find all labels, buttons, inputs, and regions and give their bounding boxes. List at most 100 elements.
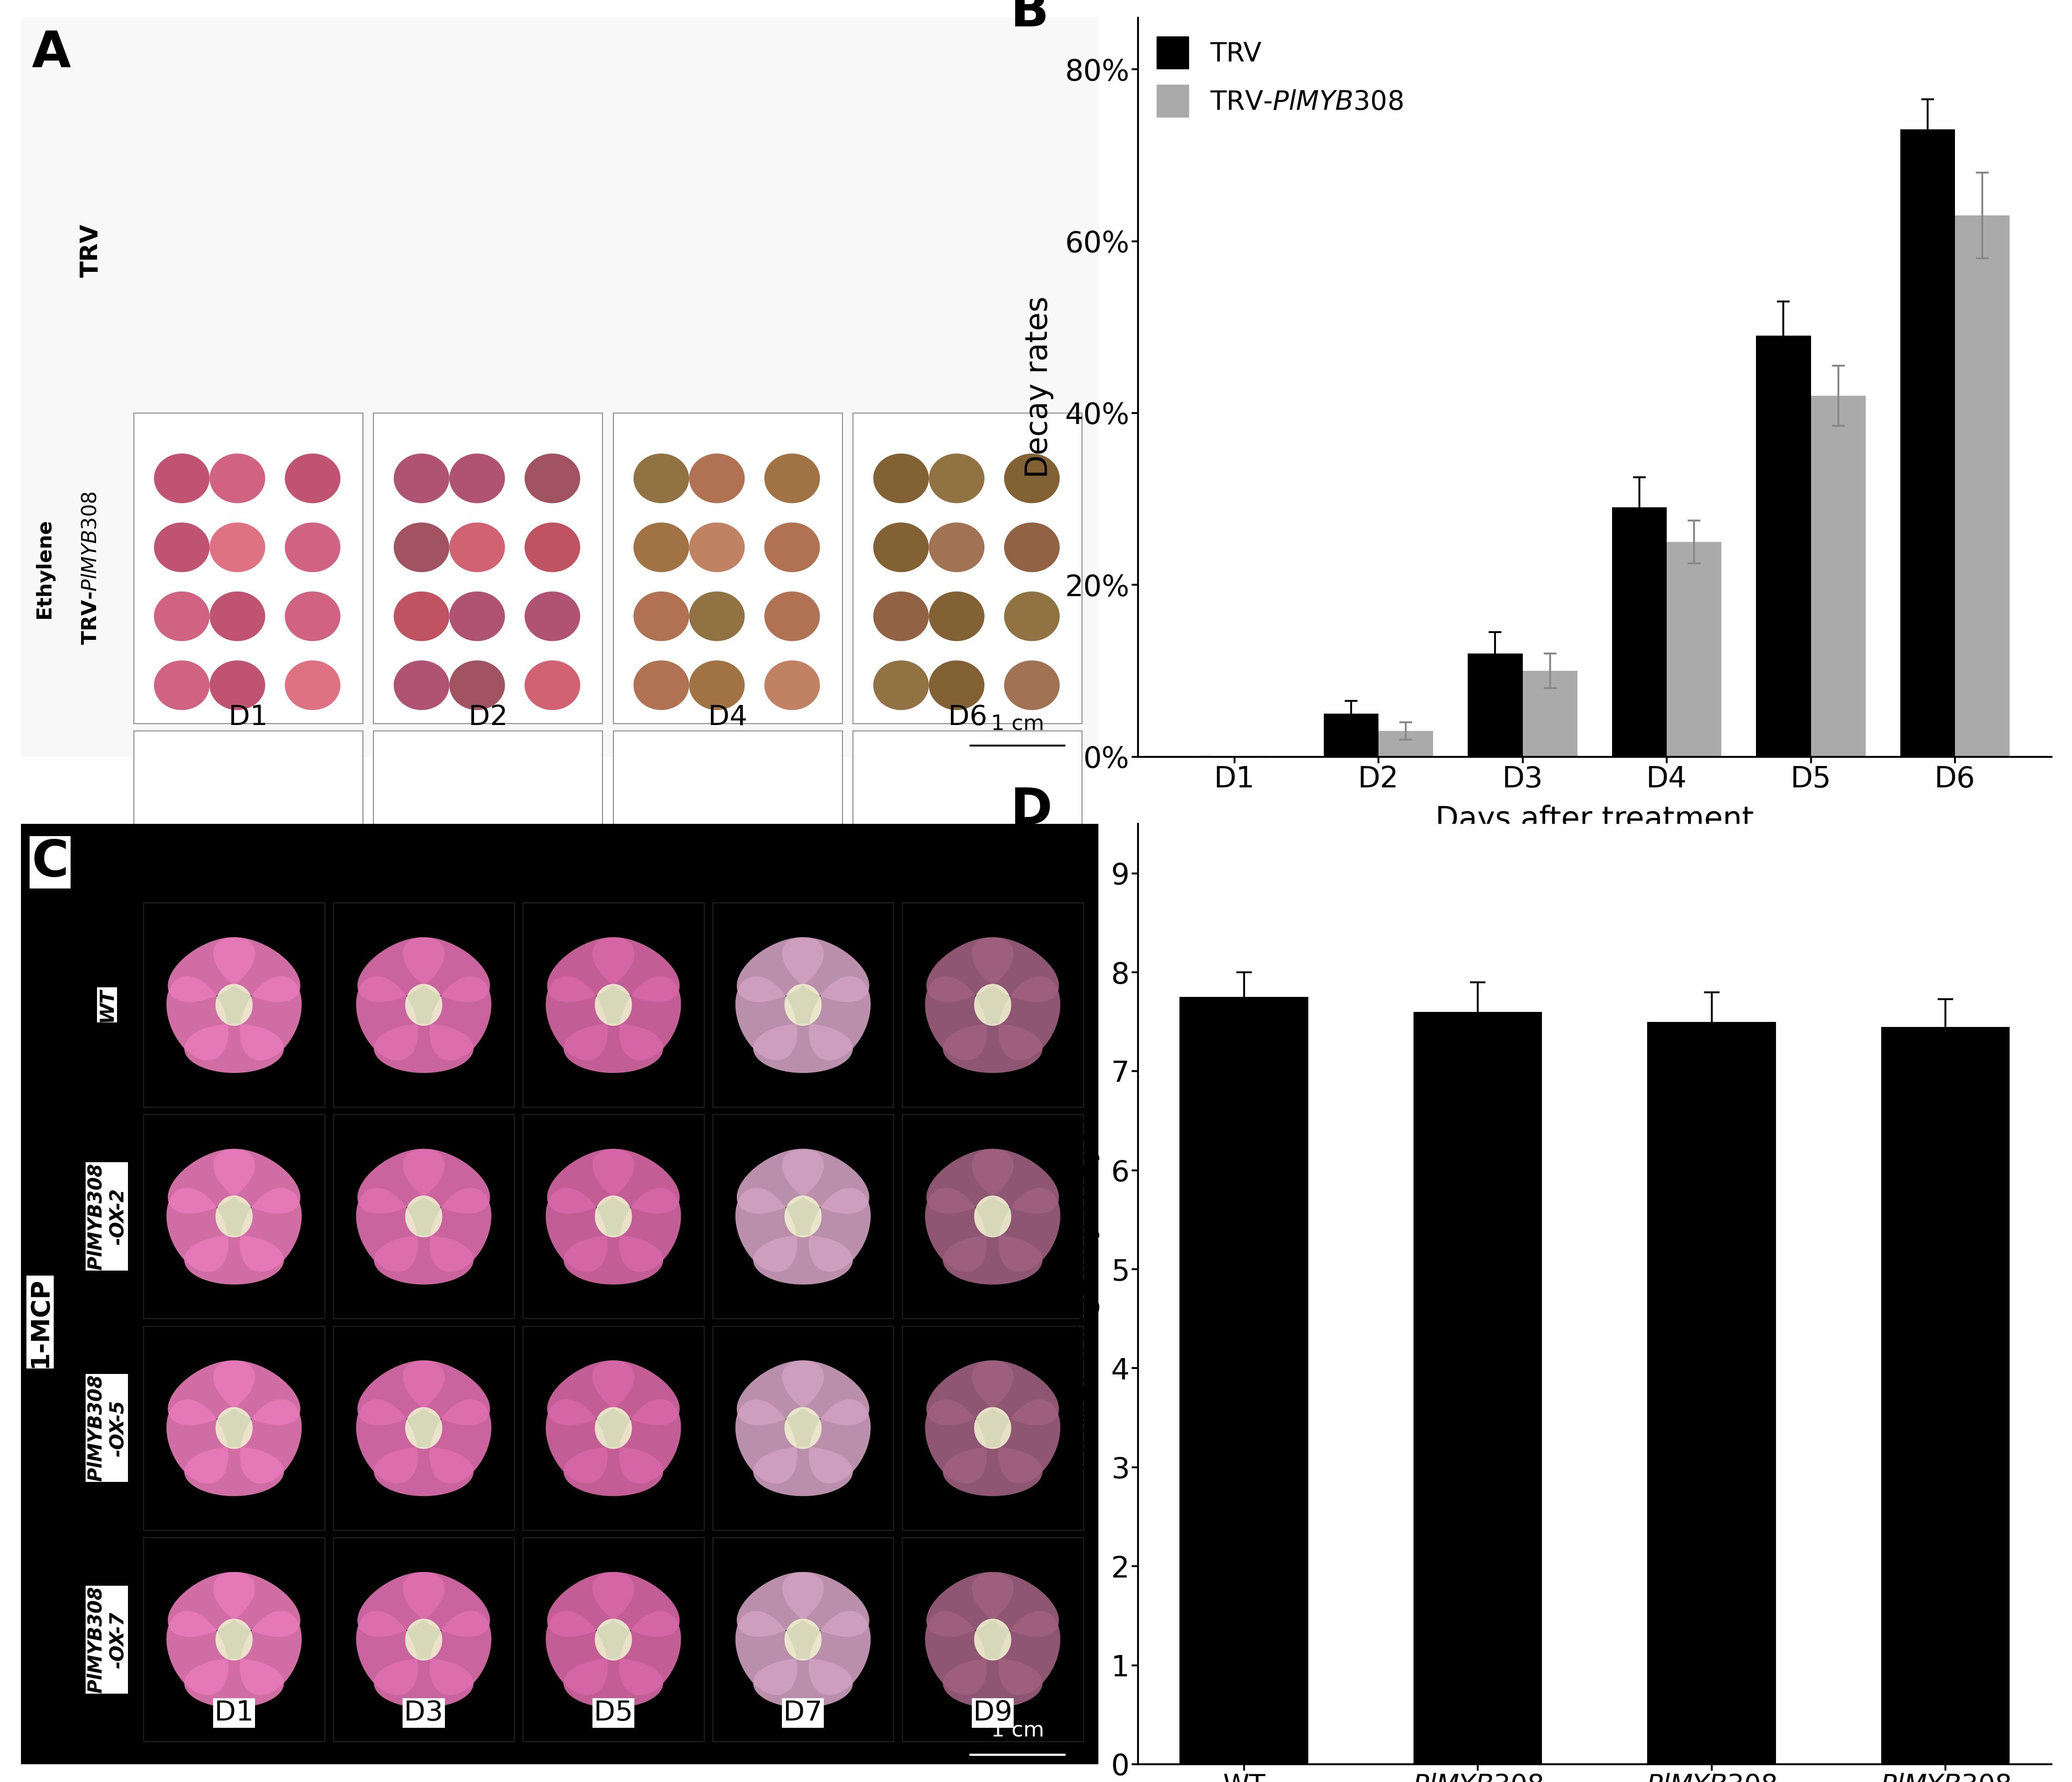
Ellipse shape [634,661,690,709]
Text: TRV: TRV [79,225,104,278]
Text: D9: D9 [974,1700,1013,1727]
Bar [1811,396,1865,757]
Ellipse shape [924,977,986,1060]
Ellipse shape [450,592,506,642]
Bar [334,1326,514,1531]
Text: D2: D2 [468,704,508,731]
Text: C: C [31,838,68,887]
Ellipse shape [276,772,332,822]
Ellipse shape [928,454,984,503]
Ellipse shape [524,592,580,642]
Ellipse shape [785,984,823,1026]
Ellipse shape [974,1408,1011,1449]
Ellipse shape [974,984,1011,1026]
Ellipse shape [240,977,303,1060]
Ellipse shape [406,1196,441,1237]
Ellipse shape [864,772,920,822]
Ellipse shape [696,839,752,889]
Ellipse shape [215,984,253,1026]
Bar [613,413,843,723]
Ellipse shape [1005,661,1059,709]
Ellipse shape [373,1023,474,1073]
Ellipse shape [972,1149,1059,1214]
Bar [713,1326,893,1531]
Ellipse shape [429,1399,491,1484]
Ellipse shape [168,1360,255,1426]
Ellipse shape [356,1611,419,1695]
Ellipse shape [358,1360,445,1426]
Ellipse shape [514,839,570,889]
Ellipse shape [215,978,271,1028]
Ellipse shape [808,1399,870,1484]
Ellipse shape [358,937,445,1001]
Ellipse shape [738,937,825,1001]
Bar [901,1326,1084,1531]
Ellipse shape [394,592,450,642]
Ellipse shape [634,592,690,642]
Ellipse shape [593,1360,680,1426]
Ellipse shape [358,1572,445,1638]
Ellipse shape [928,661,984,709]
Ellipse shape [358,1149,445,1214]
Ellipse shape [276,839,332,889]
Text: Ethylene: Ethylene [35,519,54,618]
Bar [334,903,514,1107]
Ellipse shape [781,1572,870,1638]
Ellipse shape [754,1447,854,1497]
Bar [143,1538,325,1741]
Ellipse shape [284,661,340,709]
Text: WT: WT [97,987,116,1021]
Ellipse shape [213,1360,300,1426]
Ellipse shape [634,522,690,572]
Ellipse shape [429,977,491,1060]
Ellipse shape [924,1189,986,1272]
Ellipse shape [564,1447,663,1497]
Ellipse shape [924,1399,986,1484]
Ellipse shape [406,1618,441,1661]
Text: D1: D1 [228,704,267,731]
Ellipse shape [595,1408,632,1449]
Ellipse shape [456,772,512,822]
Bar [143,903,325,1107]
Ellipse shape [924,1611,986,1695]
Ellipse shape [785,1408,823,1449]
Ellipse shape [383,839,439,889]
Ellipse shape [215,909,271,959]
Bar [334,1538,514,1741]
Ellipse shape [785,1196,823,1237]
Ellipse shape [943,1235,1042,1285]
Bar [522,903,704,1107]
Ellipse shape [284,522,340,572]
Text: 1-MCP: 1-MCP [27,1278,52,1367]
Ellipse shape [373,1447,474,1497]
Bar [1413,1012,1542,1764]
Ellipse shape [999,1399,1061,1484]
Ellipse shape [394,454,450,503]
Bar [613,731,843,1041]
Ellipse shape [402,937,489,1001]
Ellipse shape [781,1360,870,1426]
Ellipse shape [765,592,821,642]
Ellipse shape [624,909,680,959]
Ellipse shape [872,522,928,572]
Ellipse shape [595,1618,632,1661]
Ellipse shape [972,937,1059,1001]
Bar [854,413,1082,723]
Bar [143,1326,325,1531]
Ellipse shape [926,1149,1013,1214]
Bar [373,413,603,723]
Ellipse shape [696,772,752,822]
Ellipse shape [926,937,1013,1001]
Ellipse shape [373,1659,474,1707]
Ellipse shape [547,937,634,1001]
Ellipse shape [736,1399,798,1484]
Ellipse shape [276,909,332,959]
Ellipse shape [524,661,580,709]
Ellipse shape [406,1408,441,1449]
Ellipse shape [450,454,506,503]
Ellipse shape [545,977,607,1060]
Ellipse shape [634,454,690,503]
Ellipse shape [972,1572,1059,1638]
Ellipse shape [995,909,1051,959]
Ellipse shape [547,1572,634,1638]
